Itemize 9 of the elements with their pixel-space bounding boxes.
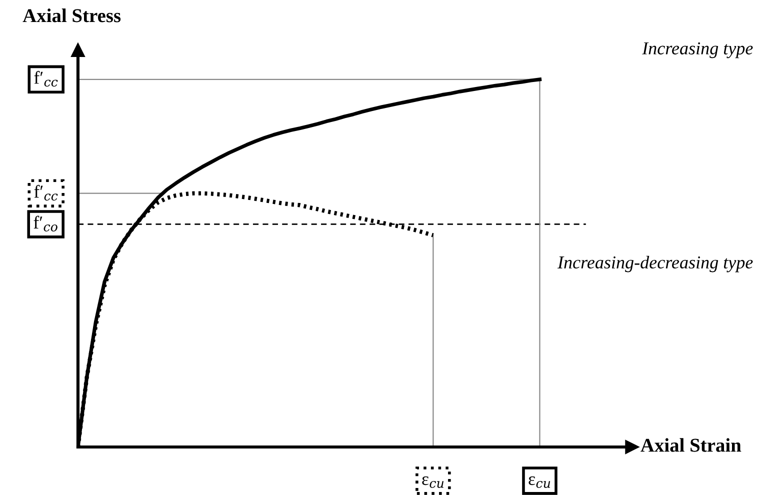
text: Increasing type (642, 42, 753, 58)
ref-line-label: f′$_{cc}$ (34, 70, 58, 87)
ref-line-label: f′$_{cc}$ (34, 184, 58, 201)
ref-line-label: f′$_{co}$ (34, 216, 58, 232)
text: ε$_{cu}$ (422, 476, 444, 488)
text: ε$_{cu}$ (528, 476, 550, 488)
y-axis-title: Axial Stress (22, 8, 121, 22)
text: Increasing-decreasing type (557, 256, 753, 272)
text: Axial Strain (640, 438, 742, 452)
